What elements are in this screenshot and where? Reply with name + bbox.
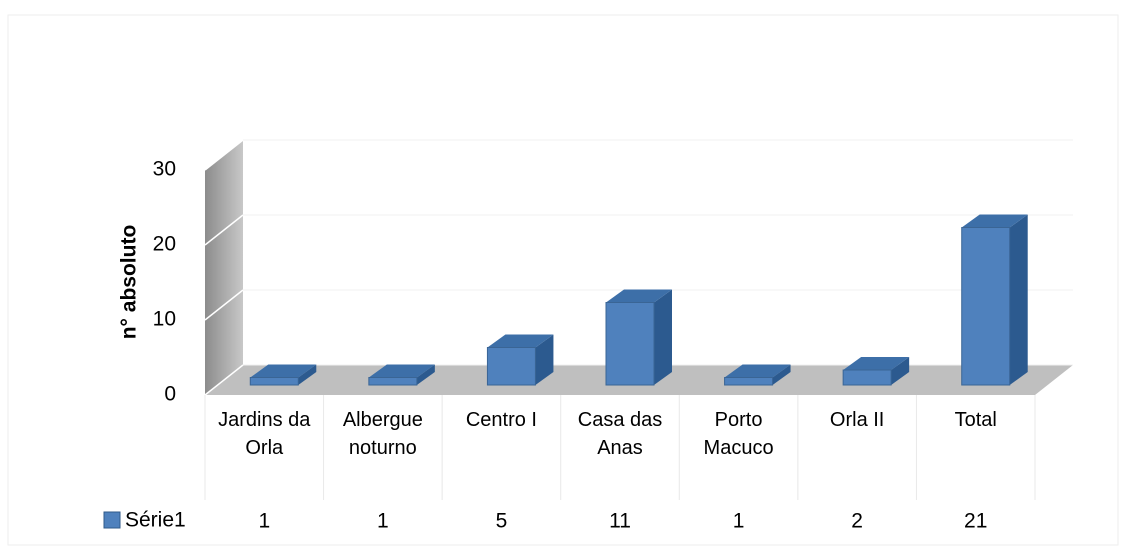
bar-top (724, 364, 791, 378)
bar-side (535, 334, 554, 385)
x-tick-label: Orla II (829, 409, 885, 431)
y-tick-label: 10 (153, 308, 176, 331)
bar-side (416, 364, 435, 385)
bar-side (298, 364, 317, 385)
bar-side (1009, 214, 1028, 385)
x-tick-label: Albergue noturno (342, 409, 423, 459)
y-axis-label: n° absoluto (118, 225, 141, 340)
bar (605, 289, 672, 386)
bar-top (368, 364, 435, 378)
bar-side (772, 364, 791, 385)
bar-side (654, 289, 672, 385)
table-value: 1 (733, 510, 745, 533)
bar-front (842, 369, 892, 386)
bar (842, 357, 910, 386)
bar-front (368, 377, 418, 386)
bar (486, 334, 554, 386)
x-tick-label: Total (954, 409, 997, 431)
bar-top (250, 364, 317, 378)
wall-grid-line (204, 364, 244, 396)
bar-top (961, 214, 1028, 228)
bar (249, 364, 317, 386)
table-value: 11 (609, 510, 631, 533)
back-wall (205, 140, 243, 395)
bar-front (605, 302, 655, 386)
x-tick-label: Porto Macuco (703, 409, 774, 459)
bar (368, 364, 435, 386)
table-value: 2 (851, 510, 863, 533)
legend-swatch (103, 511, 121, 529)
y-tick-label: 20 (153, 233, 176, 256)
bar-top (843, 357, 910, 370)
bar-top (606, 289, 672, 303)
table-value: 1 (377, 510, 389, 533)
bar-top (487, 334, 554, 348)
bar (724, 364, 791, 386)
table-value: 1 (258, 510, 270, 533)
wall-grid-line (204, 289, 244, 321)
x-tick-label: Jardins da Orla (218, 409, 311, 459)
x-tick-label: Casa das Anas (577, 409, 663, 459)
legend-label: Série1 (125, 509, 186, 532)
y-tick-label: 0 (164, 383, 176, 406)
chart-border (7, 14, 1119, 546)
table-value: 5 (496, 510, 508, 533)
table-value: 21 (964, 510, 987, 533)
bar (961, 214, 1028, 386)
x-tick-label: Centro I (465, 409, 537, 431)
bar-front (724, 377, 774, 386)
bar-side (891, 357, 910, 385)
bar-front (486, 347, 536, 386)
bar-front (249, 377, 299, 386)
wall-grid-line (204, 214, 244, 246)
y-tick-label: 30 (153, 158, 176, 181)
bar-front (961, 227, 1011, 386)
wall-grid-line (204, 139, 244, 171)
